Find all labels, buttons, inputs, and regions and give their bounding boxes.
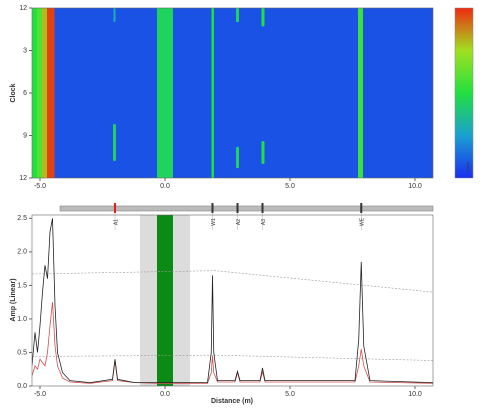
- heatmap-band: [358, 8, 363, 178]
- marker-label: WE: [360, 217, 366, 226]
- y-tick-label: 1.5: [17, 282, 27, 289]
- marker: [114, 203, 116, 213]
- x-tick-label: -5.0: [34, 391, 46, 398]
- series-line: [32, 218, 433, 384]
- heatmap-band: [42, 8, 47, 178]
- heatmap-band: [47, 8, 55, 178]
- heatmap-band: [157, 8, 173, 178]
- heatmap-spot: [236, 8, 239, 23]
- marker: [236, 203, 239, 213]
- heatmap-spot: [113, 8, 116, 23]
- x-tick-label: 10.0: [408, 183, 422, 190]
- series-line: [32, 302, 433, 384]
- series-line: [32, 354, 433, 361]
- y-tick-label: 0.0: [17, 383, 27, 390]
- y-tick-label: 2.5: [17, 215, 27, 222]
- y-tick-label: 6: [23, 90, 27, 97]
- colorbar: [454, 7, 474, 179]
- x-tick-label: 10.0: [408, 391, 422, 398]
- heatmap-band: [211, 8, 214, 178]
- marker: [360, 203, 363, 213]
- y-tick-label: 1.0: [17, 316, 27, 323]
- heatmap-spot: [236, 146, 239, 169]
- x-tick-label: 5.0: [285, 391, 295, 398]
- heatmap-band: [32, 8, 37, 178]
- series-line: [32, 270, 433, 293]
- heatmap-spot: [261, 8, 265, 27]
- marker-label: A1: [113, 219, 119, 225]
- y-tick-label: 12: [19, 5, 27, 12]
- marker-label: W1: [211, 218, 217, 226]
- marker: [211, 203, 214, 213]
- marker: [261, 203, 264, 213]
- x-tick-label: -5.0: [34, 183, 46, 190]
- line-y-label: Amp (Linear): [10, 278, 17, 321]
- y-tick-label: 3: [23, 47, 27, 54]
- region: [157, 215, 173, 386]
- y-tick-label: 12: [19, 175, 27, 182]
- marker-label: A3: [261, 219, 267, 225]
- y-tick-label: 2.0: [17, 249, 27, 256]
- line-x-label: Distance (m): [211, 398, 253, 405]
- x-tick-label: 0.0: [160, 391, 170, 398]
- marker-label: A2: [236, 219, 242, 225]
- y-tick-label: 9: [23, 132, 27, 139]
- marker-strip: [59, 205, 434, 212]
- heatmap-background: [32, 8, 433, 178]
- plot-frame: [31, 214, 434, 387]
- colorbar-label: Clock: [465, 162, 470, 172]
- heatmap-spot: [113, 124, 116, 161]
- heatmap-band: [37, 8, 42, 178]
- y-tick-label: 0.5: [17, 349, 27, 356]
- x-tick-label: 5.0: [285, 183, 295, 190]
- x-tick-label: 0.0: [160, 183, 170, 190]
- heatmap-y-label: Clock: [10, 83, 17, 102]
- heatmap-spot: [261, 141, 265, 164]
